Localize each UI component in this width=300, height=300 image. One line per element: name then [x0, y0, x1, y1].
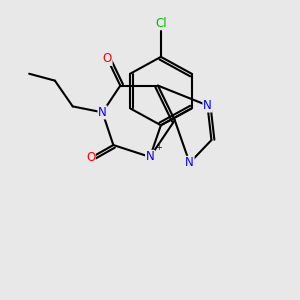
Text: Cl: Cl: [155, 17, 167, 30]
Text: O: O: [103, 52, 112, 65]
Text: N: N: [203, 99, 212, 112]
Text: +: +: [155, 143, 162, 152]
Text: N: N: [98, 106, 107, 119]
Text: O: O: [86, 152, 95, 164]
Text: N: N: [185, 156, 194, 170]
Text: N: N: [146, 150, 154, 164]
